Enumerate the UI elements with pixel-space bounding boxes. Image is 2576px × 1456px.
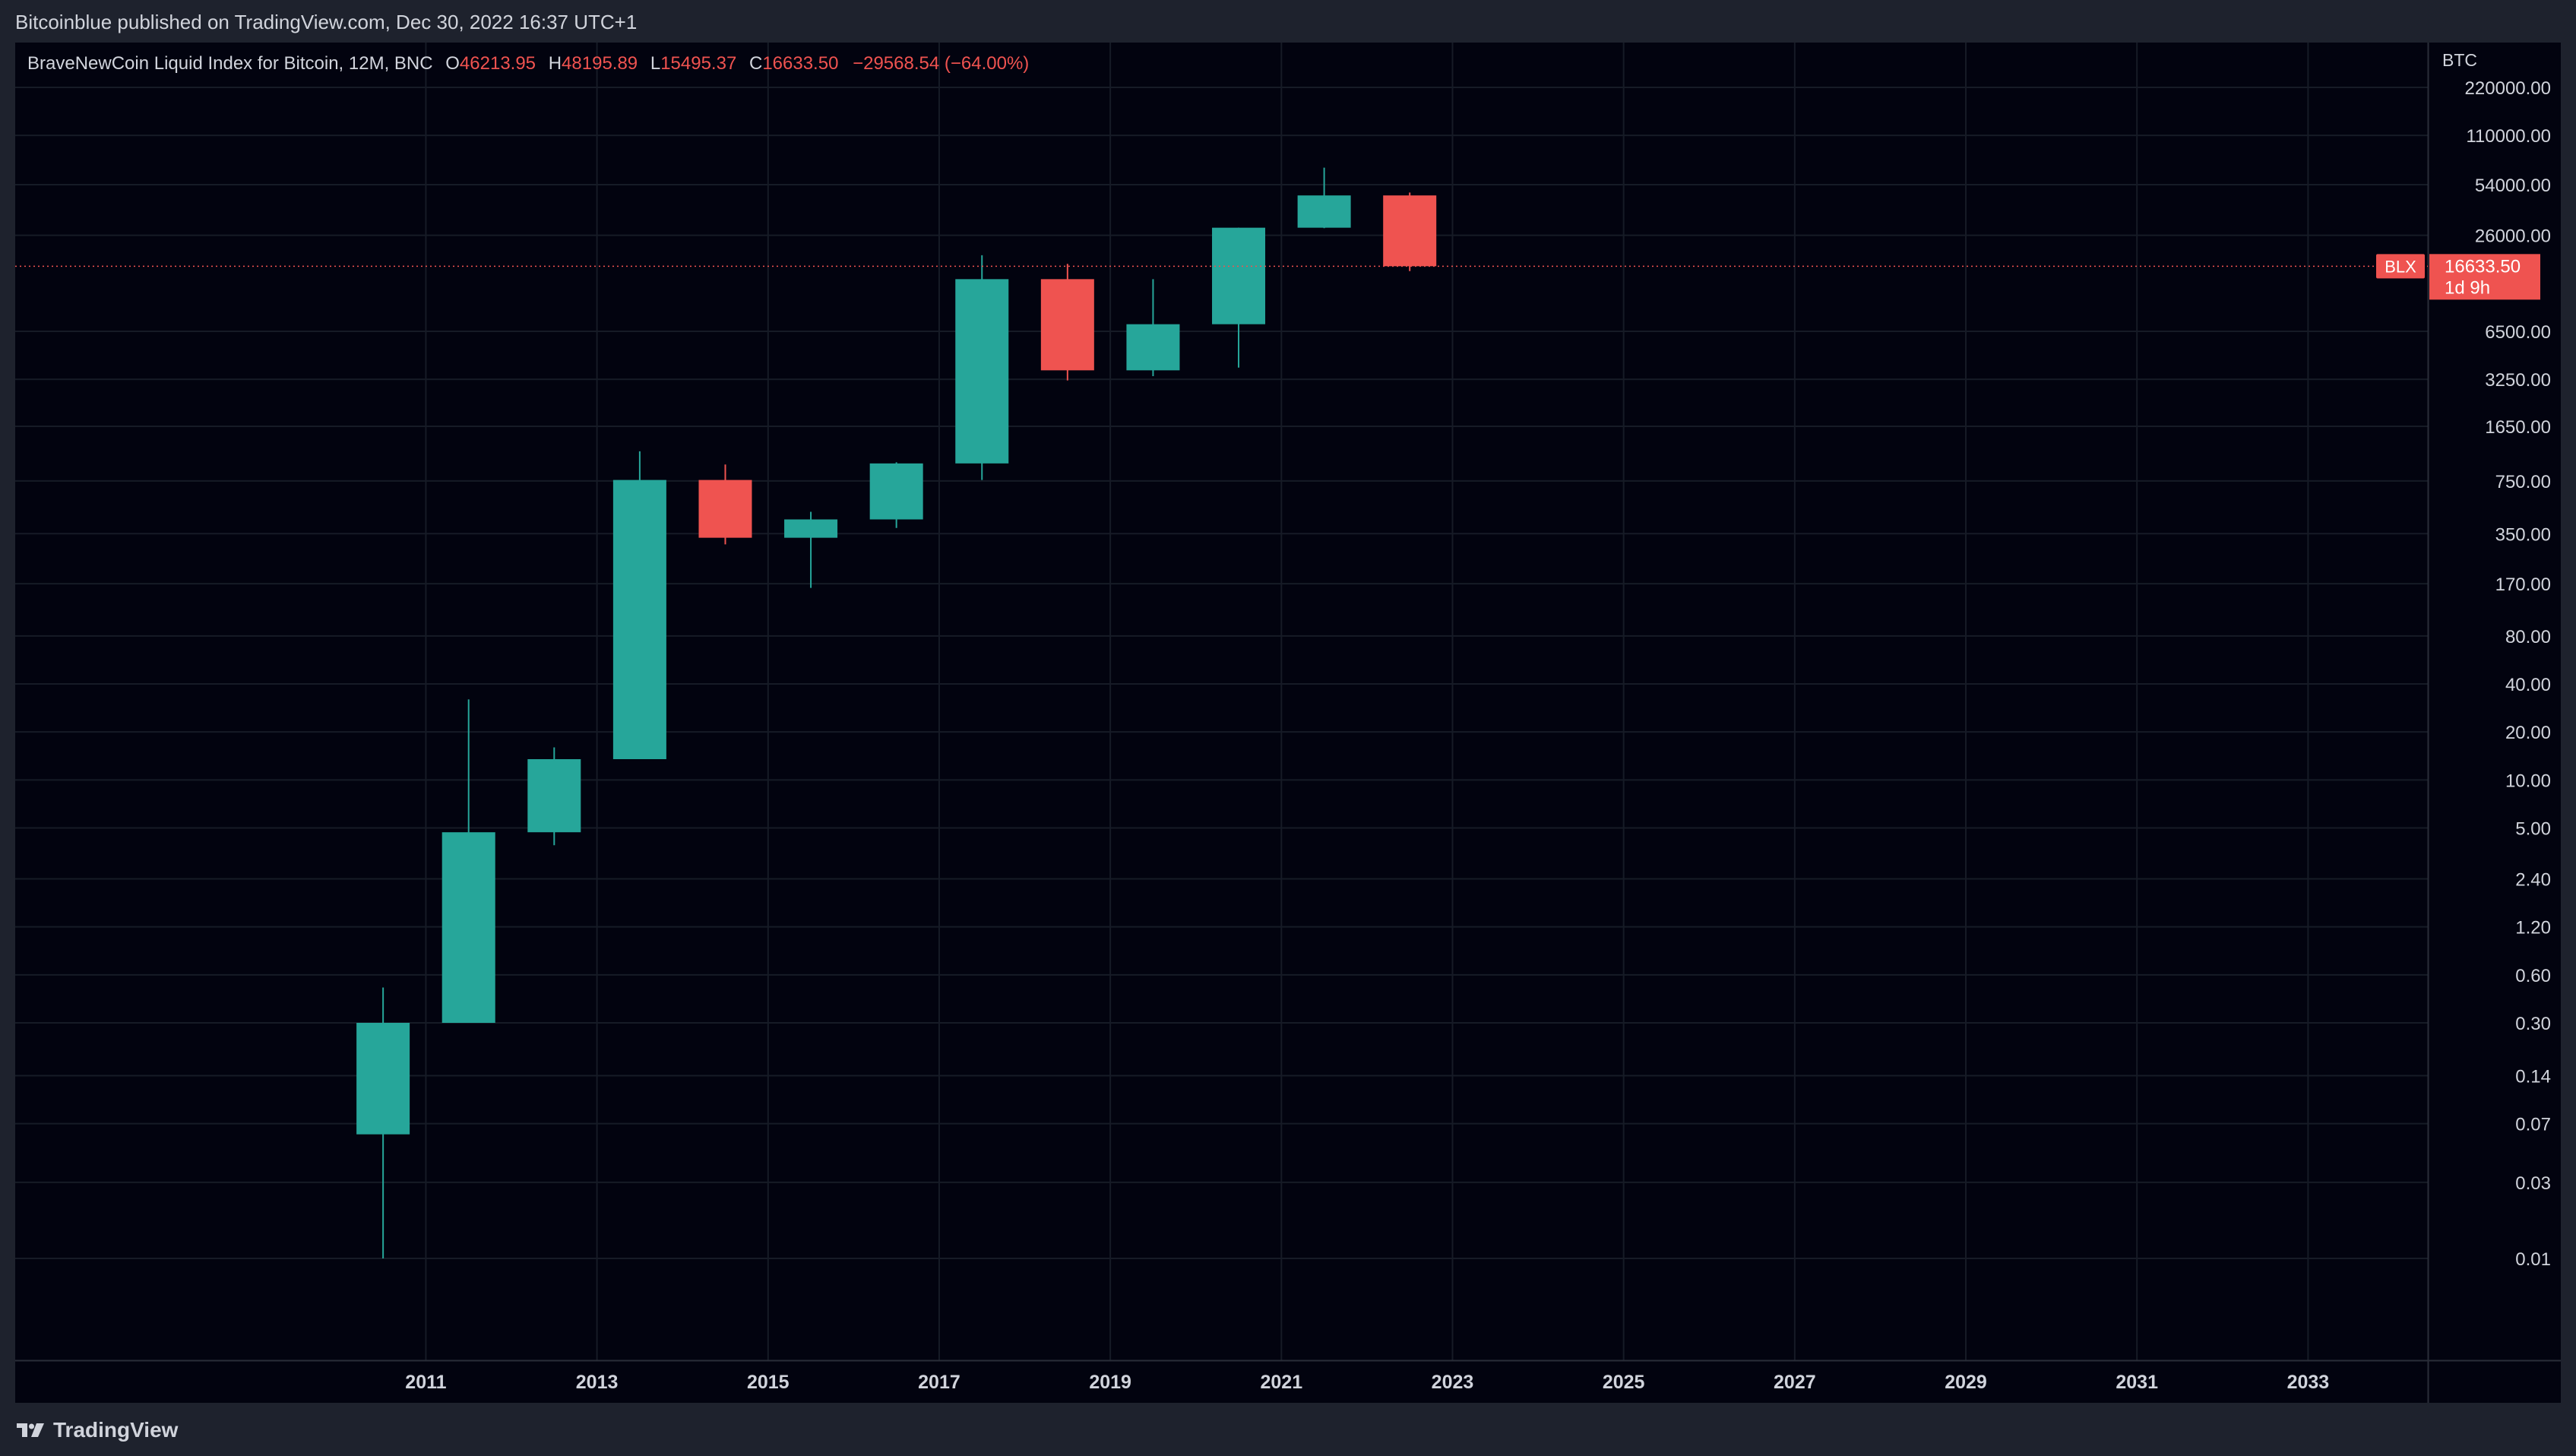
y-tick-label: 54000.00 xyxy=(2475,176,2551,196)
y-tick-label: 1650.00 xyxy=(2485,417,2551,438)
y-tick-label: 750.00 xyxy=(2495,472,2551,492)
candlestick-chart[interactable]: 220000.00 110000.00 54000.00 26000.00 6500.0… xyxy=(15,43,2561,1403)
symbol-tag-label: BLX xyxy=(2385,257,2416,276)
y-tick-label: 1.20 xyxy=(2515,918,2551,938)
y-tick-label: 5.00 xyxy=(2515,819,2551,840)
top-bar: Bitcoinblue published on TradingView.com… xyxy=(0,0,2576,43)
last-price-label-bg xyxy=(2429,254,2540,300)
x-tick-label: 2011 xyxy=(405,1372,446,1393)
last-price-label: 16633.50 xyxy=(2445,256,2521,277)
y-tick-label: 220000.00 xyxy=(2465,78,2551,99)
y-tick-label: 0.14 xyxy=(2515,1066,2551,1087)
y-tick-label: 170.00 xyxy=(2495,574,2551,595)
y-tick-label: 0.03 xyxy=(2515,1173,2551,1194)
y-tick-label: 0.30 xyxy=(2515,1014,2551,1034)
close-value: 16633.50 xyxy=(762,53,839,74)
candle-body xyxy=(1297,195,1351,228)
symbol-legend: BraveNewCoin Liquid Index for Bitcoin, 1… xyxy=(27,53,1029,74)
candle-body xyxy=(784,519,838,538)
x-tick-label: 2029 xyxy=(1945,1372,1987,1393)
close-label: C xyxy=(748,53,763,74)
x-tick-label: 2033 xyxy=(2287,1372,2330,1393)
candle-body xyxy=(441,832,495,1024)
price-axis-currency: BTC xyxy=(2442,50,2477,70)
candle-body xyxy=(527,759,581,833)
candle-body xyxy=(356,1023,410,1135)
y-tick-label: 6500.00 xyxy=(2485,322,2551,343)
bottom-bar: TradingView xyxy=(0,1403,2576,1456)
y-tick-label: 3250.00 xyxy=(2485,370,2551,391)
tradingview-brand-text: TradingView xyxy=(53,1418,179,1442)
y-tick-label: 10.00 xyxy=(2505,771,2551,791)
open-label: O xyxy=(445,53,460,74)
candle-body xyxy=(698,480,752,538)
chart-area[interactable]: 220000.00 110000.00 54000.00 26000.00 6500.0… xyxy=(15,43,2561,1403)
y-tick-label: 0.01 xyxy=(2515,1249,2551,1270)
x-tick-label: 2015 xyxy=(747,1372,790,1393)
candle-body xyxy=(955,279,1009,464)
candle-body xyxy=(1383,195,1437,267)
y-tick-label: 0.60 xyxy=(2515,966,2551,986)
high-value: 48195.89 xyxy=(562,53,638,74)
open-value: 46213.95 xyxy=(459,53,536,74)
published-by-text: Bitcoinblue published on TradingView.com… xyxy=(15,11,638,33)
x-tick-label: 2017 xyxy=(918,1372,960,1393)
tradingview-logo-icon xyxy=(17,1423,44,1437)
y-tick-label: 350.00 xyxy=(2495,524,2551,545)
x-tick-label: 2025 xyxy=(1603,1372,1645,1393)
y-tick-label: 2.40 xyxy=(2515,869,2551,890)
x-tick-label: 2021 xyxy=(1260,1372,1302,1393)
y-tick-label: 80.00 xyxy=(2505,627,2551,647)
candle-body xyxy=(612,480,666,760)
bar-countdown-label: 1d 9h xyxy=(2445,277,2490,298)
low-value: 15495.37 xyxy=(660,53,737,74)
tradingview-logo[interactable]: TradingView xyxy=(15,1418,178,1442)
x-tick-label: 2019 xyxy=(1089,1372,1131,1393)
candle-body xyxy=(1212,227,1266,324)
candle-body xyxy=(1126,324,1180,371)
high-label: H xyxy=(548,53,562,74)
x-tick-label: 2023 xyxy=(1432,1372,1474,1393)
change-value: −29568.54 (−64.00%) xyxy=(853,53,1030,74)
y-tick-label: 20.00 xyxy=(2505,723,2551,743)
symbol-title: BraveNewCoin Liquid Index for Bitcoin, 1… xyxy=(27,53,433,74)
y-tick-label: 110000.00 xyxy=(2466,126,2551,147)
candle-body xyxy=(1040,279,1094,371)
y-tick-label: 0.07 xyxy=(2515,1115,2551,1135)
low-label: L xyxy=(650,53,661,74)
x-tick-label: 2031 xyxy=(2116,1372,2158,1393)
x-tick-label: 2027 xyxy=(1774,1372,1816,1393)
y-tick-label: 26000.00 xyxy=(2475,226,2551,247)
x-tick-label: 2013 xyxy=(576,1372,619,1393)
candle-body xyxy=(869,463,923,520)
symbol-tag-bg xyxy=(2376,254,2425,279)
y-tick-label: 40.00 xyxy=(2505,675,2551,695)
